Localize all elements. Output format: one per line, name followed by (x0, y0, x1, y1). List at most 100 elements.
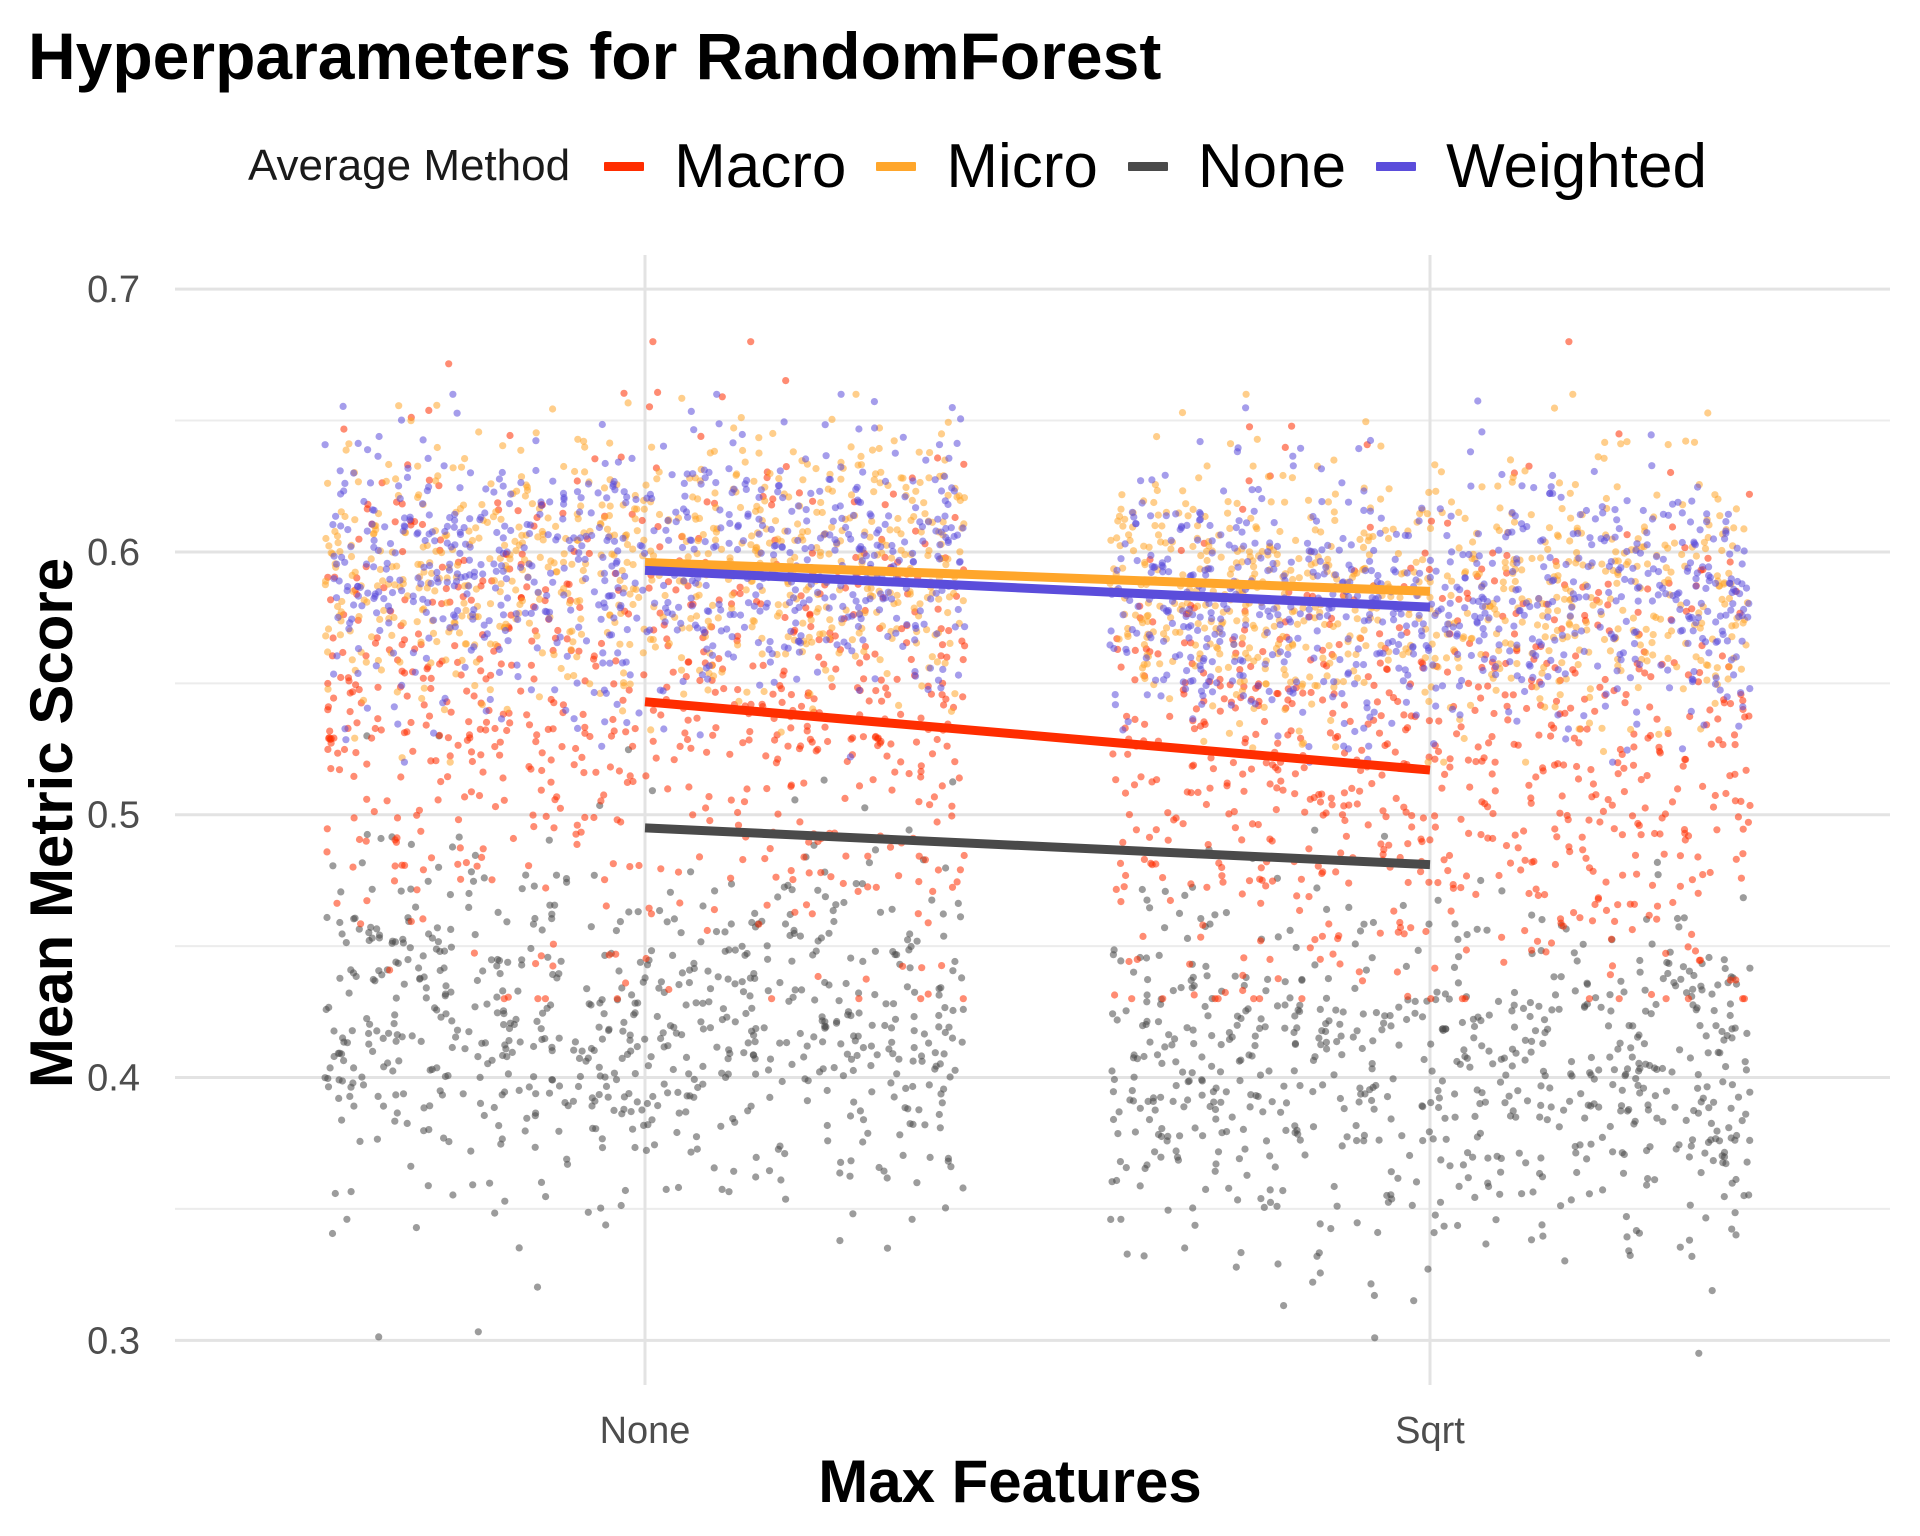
data-point (1484, 1154, 1492, 1162)
data-point (1266, 955, 1274, 964)
data-point (1344, 650, 1352, 658)
data-point (645, 584, 653, 592)
data-point (1614, 625, 1622, 633)
data-point (904, 936, 912, 944)
data-point (539, 536, 547, 544)
data-point (419, 543, 427, 551)
data-point (1513, 660, 1521, 668)
data-point (1404, 992, 1412, 1001)
data-point (1711, 791, 1719, 800)
data-point (959, 693, 967, 701)
data-point (602, 1221, 610, 1229)
data-point (925, 1081, 933, 1089)
data-point (1256, 875, 1264, 883)
data-point (1746, 801, 1754, 810)
data-point (599, 649, 607, 657)
data-point (1377, 712, 1385, 720)
data-point (1565, 338, 1573, 346)
data-point (386, 966, 394, 974)
data-point (1647, 673, 1655, 681)
data-point (691, 512, 699, 520)
data-point (825, 550, 833, 558)
data-point (1706, 868, 1714, 877)
data-point (1280, 1302, 1288, 1310)
data-point (1295, 574, 1303, 582)
data-point (577, 502, 585, 510)
data-point (425, 712, 434, 720)
data-point (726, 750, 734, 758)
data-point (368, 734, 376, 742)
data-point (934, 866, 943, 874)
data-point (1686, 1054, 1694, 1062)
data-point (1539, 1039, 1547, 1048)
data-point (847, 443, 855, 451)
data-point (1108, 1067, 1116, 1075)
data-point (1446, 1162, 1454, 1170)
data-point (539, 1009, 547, 1017)
data-point (1137, 773, 1145, 781)
data-point (472, 524, 480, 532)
data-point (1180, 639, 1189, 647)
data-point (461, 793, 469, 801)
data-point (641, 1035, 649, 1043)
data-point (1510, 518, 1519, 526)
data-point (1408, 812, 1416, 820)
data-point (538, 766, 546, 775)
data-point (933, 630, 941, 638)
data-point (1630, 1120, 1638, 1128)
data-point (1360, 1131, 1368, 1139)
data-point (1688, 605, 1696, 613)
data-point (1318, 1027, 1326, 1035)
data-point (532, 960, 540, 968)
data-point (1216, 637, 1224, 646)
data-point (1587, 1053, 1595, 1062)
data-point (938, 1099, 946, 1107)
data-point (1385, 841, 1393, 849)
data-point (674, 1183, 683, 1192)
data-point (818, 1013, 826, 1021)
data-point (1417, 868, 1425, 876)
data-point (642, 954, 650, 963)
data-point (380, 606, 388, 615)
data-point (808, 549, 817, 557)
data-point (948, 802, 956, 810)
data-point (1615, 430, 1623, 438)
data-point (396, 495, 404, 503)
data-point (942, 533, 950, 542)
data-point (908, 1215, 916, 1223)
data-point (404, 592, 412, 600)
data-point (856, 659, 864, 667)
data-point (553, 639, 561, 647)
data-point (947, 707, 956, 715)
data-point (690, 545, 698, 553)
data-point (1319, 1081, 1327, 1089)
data-point (1119, 564, 1127, 572)
data-point (504, 1070, 512, 1078)
data-point (915, 1106, 923, 1114)
data-point (1456, 711, 1464, 719)
data-point (938, 641, 947, 649)
data-point (1117, 1215, 1125, 1223)
data-point (427, 674, 435, 683)
data-point (726, 519, 734, 528)
data-point (483, 630, 491, 638)
data-point (592, 1125, 600, 1133)
data-point (1615, 995, 1623, 1003)
data-point (326, 735, 334, 744)
data-point (1165, 1031, 1173, 1039)
data-point (399, 619, 407, 627)
data-point (766, 638, 774, 646)
data-point (783, 1039, 791, 1047)
data-point (771, 517, 780, 525)
data-point (1676, 1243, 1684, 1251)
data-point (653, 475, 661, 483)
data-point (804, 1077, 812, 1085)
data-point (351, 516, 359, 524)
data-point (1154, 1130, 1163, 1139)
data-point (1554, 532, 1562, 541)
data-point (1424, 1265, 1432, 1273)
data-point (622, 728, 630, 736)
data-point (690, 1093, 698, 1101)
data-point (618, 1054, 626, 1062)
legend-label-weighted: Weighted (1446, 131, 1707, 201)
